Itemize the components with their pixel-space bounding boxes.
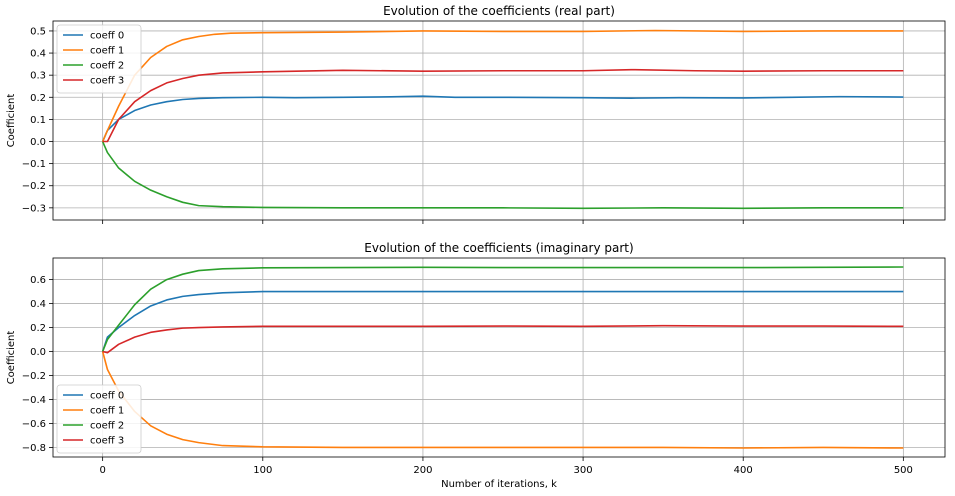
- x-tick-label: 100: [253, 465, 272, 476]
- y-tick-label: 0.1: [30, 115, 46, 126]
- y-tick-label: 0.2: [30, 323, 46, 334]
- series-line-2: [101, 266, 904, 352]
- series-line-0: [101, 290, 904, 352]
- y-tick-label: 0.4: [30, 299, 46, 310]
- chart-title: Evolution of the coefficients (imaginary…: [364, 241, 633, 255]
- legend-label-2: coeff 2: [90, 61, 124, 72]
- legend-label-3: coeff 3: [90, 436, 124, 447]
- legend: coeff 0 coeff 1 coeff 2 coeff 3: [56, 384, 142, 454]
- y-tick-label: −0.2: [22, 181, 46, 192]
- panel-1: 0 100 200 300 400 500 −0.8 −0.6 −0.4 −0.2 0.0 0.2 0.…: [6, 241, 946, 476]
- x-tick-label: 300: [574, 465, 593, 476]
- axes-frame: [52, 257, 946, 458]
- x-axis-label: Number of iterations, k: [441, 479, 557, 490]
- series-line-0: [101, 95, 904, 142]
- y-tick-label: 0.0: [30, 347, 46, 358]
- x-tick-label: 400: [734, 465, 753, 476]
- series-line-1: [101, 29, 904, 142]
- series-line-3: [102, 324, 904, 354]
- y-tick-label: −0.4: [22, 395, 46, 406]
- y-tick-label: 0.3: [30, 71, 46, 82]
- y-axis-label: Coefficient: [6, 94, 17, 148]
- legend-label-2: coeff 2: [90, 421, 124, 432]
- x-tick-label: 500: [894, 465, 913, 476]
- y-tick-label: −0.1: [22, 159, 46, 170]
- legend-frame: [56, 24, 142, 94]
- x-tick-label: 0: [99, 465, 105, 476]
- series-line-2: [101, 141, 904, 210]
- y-tick-label: 0.4: [30, 49, 46, 60]
- axes-frame: [52, 20, 946, 221]
- y-tick-label: 0.2: [30, 93, 46, 104]
- legend-label-1: coeff 1: [90, 46, 124, 57]
- y-tick-label: 0.6: [30, 275, 46, 286]
- y-tick-label: −0.8: [22, 443, 46, 454]
- legend-label-3: coeff 3: [90, 76, 124, 87]
- x-tick-label: 200: [413, 465, 432, 476]
- legend: coeff 0 coeff 1 coeff 2 coeff 3: [56, 24, 142, 94]
- chart-title: Evolution of the coefficients (real part…: [383, 4, 615, 18]
- y-tick-label: −0.2: [22, 371, 46, 382]
- legend-label-0: coeff 0: [90, 31, 124, 42]
- panel-0: −0.3 −0.2 −0.1 0.0 0.1 0.2 0.3 0.4 0.5 Evolution …: [6, 4, 946, 224]
- y-tick-label: −0.3: [22, 203, 46, 214]
- y-tick-label: 0.0: [30, 137, 46, 148]
- legend-frame: [56, 384, 142, 454]
- legend-label-0: coeff 0: [90, 391, 124, 402]
- y-tick-label: 0.5: [30, 26, 46, 37]
- y-tick-label: −0.6: [22, 419, 46, 430]
- series-line-3: [102, 68, 904, 143]
- legend-label-1: coeff 1: [90, 406, 124, 417]
- y-axis-label: Coefficient: [6, 331, 17, 385]
